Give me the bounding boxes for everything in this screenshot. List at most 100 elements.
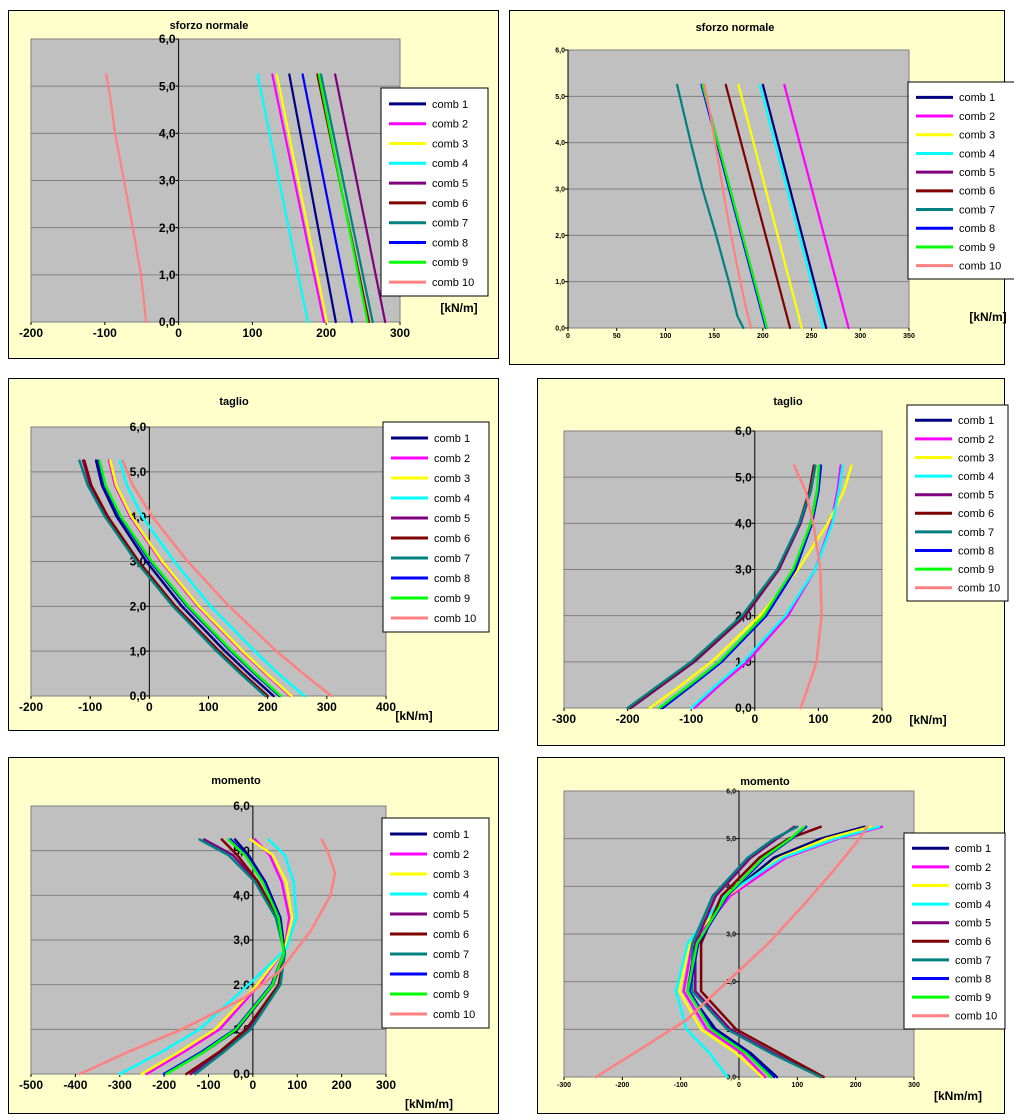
legend-label-4: comb 4 [959,148,995,160]
axis-unit-label: [kN/m] [909,713,946,727]
legend-label-5: comb 5 [434,513,470,525]
legend-label-1: comb 1 [955,843,991,855]
legend-label-2: comb 2 [433,849,469,861]
series-line-8 [301,73,354,324]
legend-label-3: comb 3 [958,452,994,464]
legend-label-3: comb 3 [433,869,469,881]
legend-label-6: comb 6 [959,186,995,198]
axis-unit-label: [kN/m] [440,301,477,315]
chart-svg-1: 0,0 1,0 2,0 3,0 4,0 5,0 6,0 -200 -100 0 100 200 300 s… [19,20,489,340]
chart-panel-6: 0,0 1,0 2,0 3,0 4,0 5,0 6,0 -300 -200 -100 0 100 200… [537,757,1006,1114]
series-line-9 [317,73,369,324]
legend-label-10: comb 10 [433,1009,475,1021]
legend-label-7: comb 7 [432,218,468,230]
x-tick-label: 200 [332,1078,352,1092]
chart-panel-2: 0,0 1,0 2,0 3,0 4,0 5,0 6,0 0 50 100 150 200 250 300 3… [509,10,1014,365]
chart-title: momento [211,775,261,787]
legend-label-6: comb 6 [433,929,469,941]
x-tick-label: -100 [78,700,102,714]
legend-label-4: comb 4 [955,899,991,911]
series-line-1 [94,459,275,698]
series-line-3 [109,459,293,698]
legend-label-1: comb 1 [434,433,470,445]
y-tick-label: 5,0 [726,836,736,843]
x-tick-label: 200 [757,333,769,340]
legend-label-7: comb 7 [955,955,991,967]
legend-label-1: comb 1 [958,415,994,427]
y-tick-label: 6,0 [726,788,736,795]
series-line-4 [118,459,306,698]
y-tick-label: 5,0 [159,79,176,93]
axis-unit-label: [kN/m] [969,310,1006,324]
chart-svg-3: 0,01,02,03,04,05,06,0-200 -100 0 100 200 300 4… [19,396,490,723]
legend-label-3: comb 3 [432,138,468,150]
legend-label-8: comb 8 [434,573,470,585]
x-tick-label: -300 [552,712,576,726]
legend-label-2: comb 2 [432,119,468,131]
y-tick-label: 6,0 [159,32,176,46]
y-tick-label: 6,0 [555,47,565,54]
x-tick-label: 350 [903,333,915,340]
legend-label-4: comb 4 [433,889,469,901]
x-tick-label: 200 [316,326,336,340]
y-tick-label: 6,0 [233,799,250,813]
legend-label-8: comb 8 [432,237,468,249]
x-tick-label: 100 [198,700,218,714]
chart-title: taglio [773,396,803,408]
x-tick-label: -300 [108,1078,132,1092]
legend-label-9: comb 9 [955,992,991,1004]
series-line-3 [678,825,872,1079]
chart-panel-1: 0,0 1,0 2,0 3,0 4,0 5,0 6,0 -200 -100 0 100 200 300 s… [8,10,499,359]
legend-label-8: comb 8 [958,545,994,557]
y-tick-label: 3,0 [159,174,176,188]
series-line-10 [792,464,823,710]
y-tick-label: 6,0 [735,424,752,438]
x-tick-label: 0 [146,700,153,714]
axis-unit-label: [kN/m] [395,709,432,723]
legend-label-1: comb 1 [433,829,469,841]
series-line-4 [256,73,309,324]
chart-svg-6: 0,01,02,03,04,05,06,0-300 -200 -100 0 100 200… [557,776,1006,1103]
y-tick-label: 2,0 [726,979,736,986]
y-tick-label: 4,0 [159,127,176,141]
legend-label-6: comb 6 [955,936,991,948]
x-tick-label: 100 [287,1078,307,1092]
series-line-9 [686,825,806,1079]
legend-label-3: comb 3 [959,130,995,142]
legend-label-2: comb 2 [434,453,470,465]
series-line-5 [694,825,822,1079]
x-tick-label: 100 [791,1082,803,1089]
x-tick-label: 300 [854,333,866,340]
chart-panel-4: 0,0 1,0 2,0 3,0 4,0 5,0 6,0 -300 -200 -100 0 100 200… [537,378,1009,746]
legend-label-5: comb 5 [432,178,468,190]
x-tick-label: 200 [258,700,278,714]
legend-label-5: comb 5 [959,167,995,179]
series-line-9 [658,464,821,710]
series-line-2 [271,73,326,324]
y-tick-label: 4,0 [555,140,565,147]
series-line-3 [737,83,803,330]
legend-label-8: comb 8 [955,973,991,985]
series-line-10 [594,825,869,1079]
chart-title: sforzo normale [170,20,249,32]
x-tick-label: 150 [708,333,720,340]
chart-svg-2: 0,0 1,0 2,0 3,0 4,0 5,0 6,0 0 50 100 150 200 250 300 3… [555,22,1014,340]
x-tick-label: -100 [93,326,117,340]
legend-label-10: comb 10 [959,261,1001,273]
series-line-4 [674,825,881,1079]
x-tick-label: 200 [850,1082,862,1089]
legend-label-5: comb 5 [955,918,991,930]
y-tick-label: 1,0 [159,268,176,282]
chart-title: sforzo normale [696,22,775,34]
legend-label-8: comb 8 [433,969,469,981]
legend-label-9: comb 9 [434,593,470,605]
y-tick-label: 2,0 [159,221,176,235]
legend-label-10: comb 10 [432,277,474,289]
chart-title: momento [740,776,790,788]
y-tick-label: 0,0 [735,701,752,715]
legend-label-5: comb 5 [433,909,469,921]
series-line-6 [724,83,792,330]
y-tick-label: 4,0 [233,889,250,903]
axis-unit-label: [kNm/m] [405,1097,453,1111]
legend-label-7: comb 7 [959,204,995,216]
